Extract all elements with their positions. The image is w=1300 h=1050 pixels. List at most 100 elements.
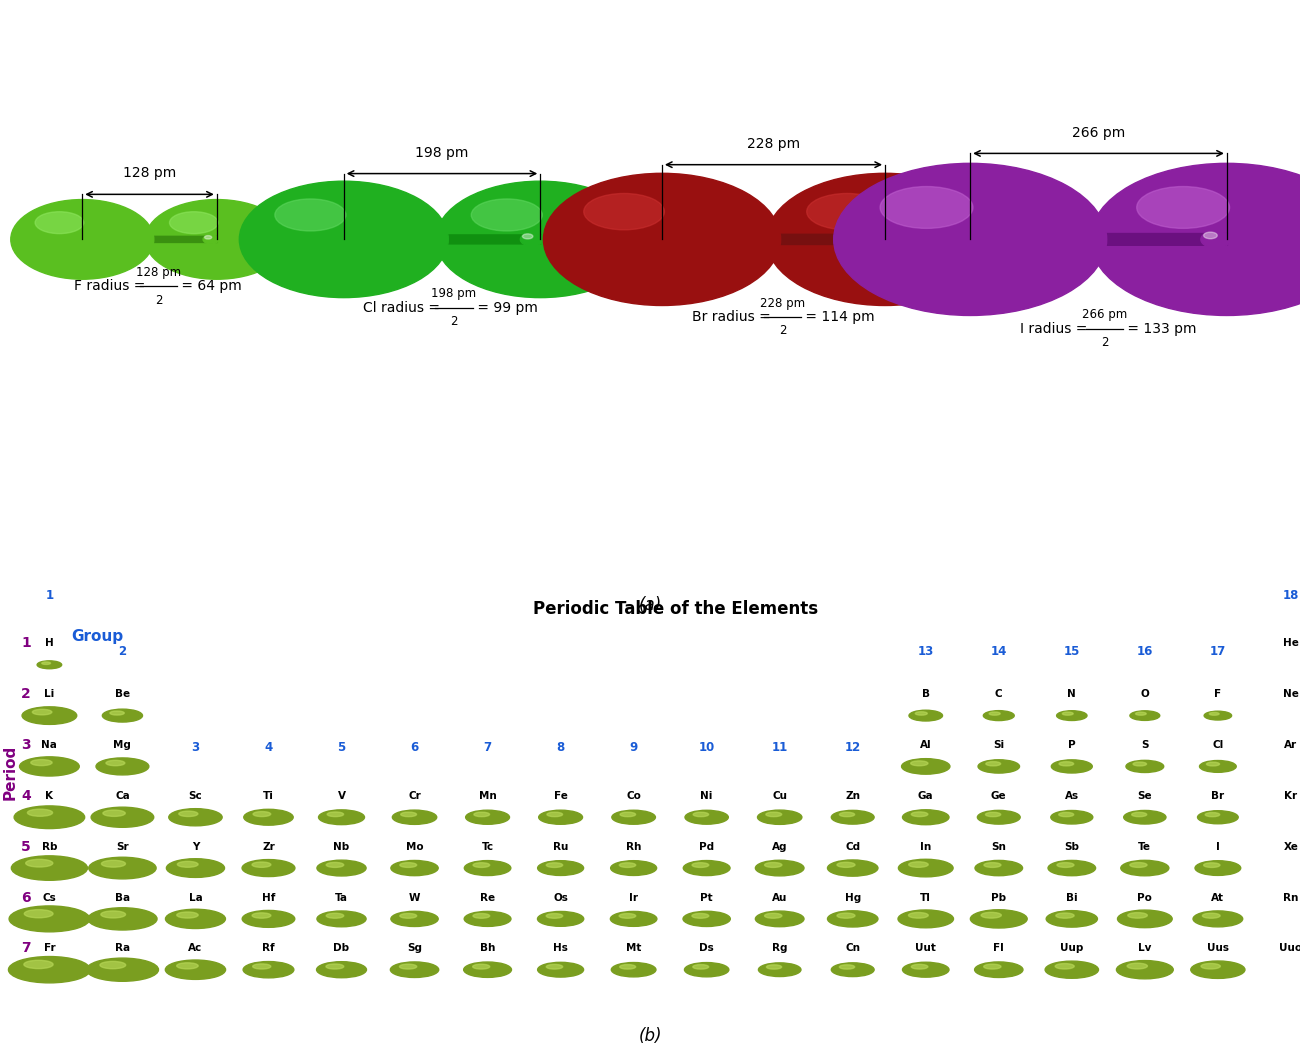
Ellipse shape xyxy=(326,964,343,969)
Ellipse shape xyxy=(473,863,490,867)
Ellipse shape xyxy=(619,914,636,919)
Ellipse shape xyxy=(399,964,417,969)
Ellipse shape xyxy=(1123,811,1166,824)
Text: Ds: Ds xyxy=(699,943,714,953)
Ellipse shape xyxy=(692,914,708,919)
Ellipse shape xyxy=(1201,231,1231,248)
Text: Ta: Ta xyxy=(335,892,348,903)
Text: 1: 1 xyxy=(21,636,31,650)
Ellipse shape xyxy=(1058,813,1074,817)
Text: N: N xyxy=(1067,689,1076,699)
Ellipse shape xyxy=(849,246,955,279)
Text: Mn: Mn xyxy=(478,791,497,801)
Text: Cl radius =: Cl radius = xyxy=(364,300,445,315)
Text: Os: Os xyxy=(554,892,568,903)
Text: 2: 2 xyxy=(118,645,126,657)
Ellipse shape xyxy=(840,813,854,817)
Text: Hf: Hf xyxy=(261,892,276,903)
Ellipse shape xyxy=(464,861,511,876)
Text: 4: 4 xyxy=(21,789,31,803)
Text: 6: 6 xyxy=(21,890,31,904)
Ellipse shape xyxy=(1209,713,1219,715)
Text: 3: 3 xyxy=(21,738,31,752)
Ellipse shape xyxy=(326,914,343,918)
Text: Nb: Nb xyxy=(333,842,350,852)
Ellipse shape xyxy=(42,662,51,665)
Text: Au: Au xyxy=(772,892,788,903)
Ellipse shape xyxy=(611,911,656,926)
Text: Al: Al xyxy=(920,740,932,750)
Ellipse shape xyxy=(685,963,729,976)
Ellipse shape xyxy=(9,906,90,931)
Text: Te: Te xyxy=(1139,842,1152,852)
Ellipse shape xyxy=(1117,961,1173,979)
Text: C: C xyxy=(994,689,1002,699)
Ellipse shape xyxy=(35,212,83,233)
Ellipse shape xyxy=(88,857,156,879)
Ellipse shape xyxy=(758,963,801,976)
Ellipse shape xyxy=(538,811,582,824)
Text: Ac: Ac xyxy=(188,943,203,953)
Ellipse shape xyxy=(831,963,874,976)
Text: Rn: Rn xyxy=(1283,892,1299,903)
Text: = 64 pm: = 64 pm xyxy=(177,279,242,293)
Ellipse shape xyxy=(101,860,126,867)
Ellipse shape xyxy=(611,861,656,876)
Text: 7: 7 xyxy=(21,942,31,956)
Ellipse shape xyxy=(1135,712,1147,715)
Ellipse shape xyxy=(317,911,367,927)
Ellipse shape xyxy=(254,812,270,817)
Text: Ne: Ne xyxy=(1283,689,1299,699)
Ellipse shape xyxy=(61,244,125,264)
Text: Cd: Cd xyxy=(845,842,861,852)
Text: Db: Db xyxy=(334,943,350,953)
Text: 7: 7 xyxy=(484,741,491,754)
Text: 128 pm: 128 pm xyxy=(136,266,181,279)
Text: Sb: Sb xyxy=(1065,842,1079,852)
Ellipse shape xyxy=(1205,813,1219,817)
Ellipse shape xyxy=(103,810,125,817)
Text: B: B xyxy=(922,689,929,699)
Ellipse shape xyxy=(833,164,1106,315)
Text: F radius =: F radius = xyxy=(74,279,150,293)
Text: 6: 6 xyxy=(411,741,419,754)
Ellipse shape xyxy=(898,859,953,877)
Ellipse shape xyxy=(1204,711,1231,720)
Text: Mt: Mt xyxy=(625,943,641,953)
Text: As: As xyxy=(1065,791,1079,801)
Text: Be: Be xyxy=(114,689,130,699)
Text: Ra: Ra xyxy=(114,943,130,953)
Ellipse shape xyxy=(864,233,876,238)
Ellipse shape xyxy=(32,710,52,715)
Ellipse shape xyxy=(100,962,126,969)
Ellipse shape xyxy=(1201,964,1221,969)
Text: 2: 2 xyxy=(1101,336,1108,349)
Ellipse shape xyxy=(1052,760,1092,773)
Ellipse shape xyxy=(472,198,542,231)
Text: Sc: Sc xyxy=(188,791,203,801)
Ellipse shape xyxy=(96,758,148,775)
Ellipse shape xyxy=(81,235,96,244)
Ellipse shape xyxy=(902,759,950,774)
Ellipse shape xyxy=(985,761,1001,765)
Ellipse shape xyxy=(828,910,878,927)
Ellipse shape xyxy=(538,861,584,876)
Ellipse shape xyxy=(10,200,153,279)
Ellipse shape xyxy=(538,962,584,978)
Ellipse shape xyxy=(317,860,367,876)
Text: 11: 11 xyxy=(772,741,788,754)
Text: Br radius =: Br radius = xyxy=(692,310,775,324)
Ellipse shape xyxy=(1200,760,1236,773)
Ellipse shape xyxy=(20,757,79,776)
Ellipse shape xyxy=(978,760,1019,773)
Text: Fe: Fe xyxy=(554,791,568,801)
Ellipse shape xyxy=(177,963,198,969)
Ellipse shape xyxy=(1091,164,1300,315)
Ellipse shape xyxy=(983,711,1014,720)
Text: P: P xyxy=(1069,740,1075,750)
Text: At: At xyxy=(1212,892,1225,903)
Text: 4: 4 xyxy=(264,741,273,754)
Ellipse shape xyxy=(473,914,490,919)
Ellipse shape xyxy=(1197,811,1238,824)
Text: 2: 2 xyxy=(779,324,786,337)
